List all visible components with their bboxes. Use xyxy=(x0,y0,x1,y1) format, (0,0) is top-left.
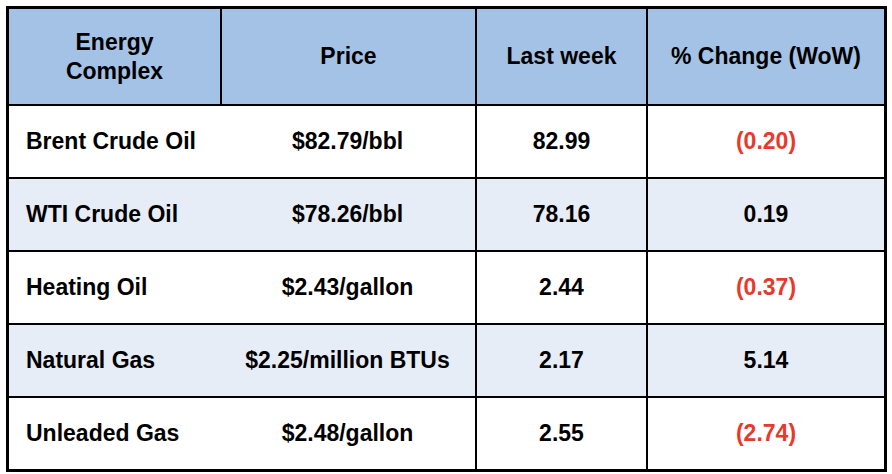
table-row-unleaded-gas: Unleaded Gas $2.48/gallon 2.55 (2.74) xyxy=(9,396,884,469)
energy-price-table: Energy Complex Price Last week % Change … xyxy=(6,6,887,472)
change-value: 5.14 xyxy=(646,325,884,396)
price-value: $2.48/gallon xyxy=(220,398,475,469)
change-value: 0.19 xyxy=(646,179,884,250)
change-value: (0.37) xyxy=(646,252,884,323)
header-label: Price xyxy=(320,42,376,71)
last-week-value: 2.44 xyxy=(475,252,646,323)
price-value: $78.26/bbl xyxy=(220,179,475,250)
commodity-name: Unleaded Gas xyxy=(9,398,220,469)
header-label: Last week xyxy=(507,42,617,71)
last-week-value: 82.99 xyxy=(475,106,646,177)
change-value: (0.20) xyxy=(646,106,884,177)
table-row-brent: Brent Crude Oil $82.79/bbl 82.99 (0.20) xyxy=(9,104,884,177)
commodity-name: WTI Crude Oil xyxy=(9,179,220,250)
last-week-value: 78.16 xyxy=(475,179,646,250)
table-row-natural-gas: Natural Gas $2.25/million BTUs 2.17 5.14 xyxy=(9,323,884,396)
last-week-value: 2.55 xyxy=(475,398,646,469)
header-label: Energy Complex xyxy=(50,28,180,86)
header-cell-energy-complex: Energy Complex xyxy=(9,9,220,104)
table-row-heating-oil: Heating Oil $2.43/gallon 2.44 (0.37) xyxy=(9,250,884,323)
header-cell-pct-change: % Change (WoW) xyxy=(646,9,884,104)
table-row-wti: WTI Crude Oil $78.26/bbl 78.16 0.19 xyxy=(9,177,884,250)
price-value: $2.43/gallon xyxy=(220,252,475,323)
last-week-value: 2.17 xyxy=(475,325,646,396)
header-cell-last-week: Last week xyxy=(475,9,646,104)
header-label: % Change (WoW) xyxy=(671,42,861,71)
commodity-name: Heating Oil xyxy=(9,252,220,323)
change-value: (2.74) xyxy=(646,398,884,469)
commodity-name: Natural Gas xyxy=(9,325,220,396)
page: Energy Complex Price Last week % Change … xyxy=(0,0,892,474)
header-cell-price: Price xyxy=(220,9,475,104)
table-header-row: Energy Complex Price Last week % Change … xyxy=(9,9,884,104)
price-value: $82.79/bbl xyxy=(220,106,475,177)
price-value: $2.25/million BTUs xyxy=(220,325,475,396)
commodity-name: Brent Crude Oil xyxy=(9,106,220,177)
